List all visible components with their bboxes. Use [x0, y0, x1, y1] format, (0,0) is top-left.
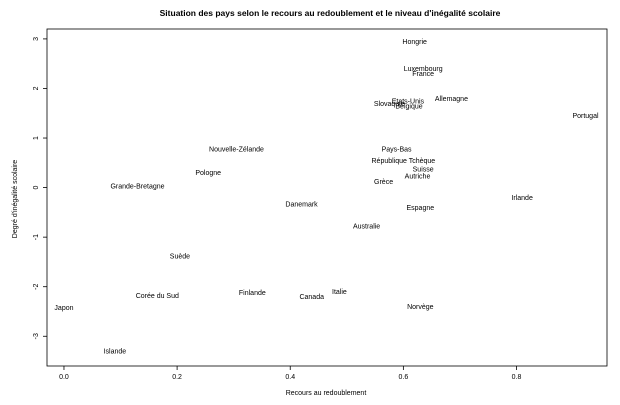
data-point-label: Danemark: [285, 201, 318, 208]
x-tick-label: 0.4: [285, 374, 295, 381]
data-point-label: Italie: [332, 289, 347, 296]
data-point-label: Japon: [54, 305, 73, 312]
data-point-label: Pologne: [195, 170, 221, 177]
data-point-label: Luxembourg: [404, 66, 443, 73]
y-tick-label: 2: [33, 86, 40, 90]
data-point-label: Irlande: [511, 195, 533, 202]
data-point-label: Grèce: [374, 179, 393, 186]
plot-frame: [46, 28, 608, 367]
chart-title: Situation des pays selon le recours au r…: [160, 8, 501, 18]
data-point-label: Australie: [353, 224, 380, 231]
data-point-label: Norvège: [407, 304, 434, 311]
data-point-label: Suède: [170, 253, 190, 260]
y-tick-label: -3: [33, 333, 40, 339]
x-tick-label: 0.6: [398, 374, 408, 381]
data-point-label: Allemagne: [435, 96, 468, 103]
data-point-label: Belgique: [395, 103, 422, 110]
data-point-label: Autriche: [405, 174, 431, 181]
data-point-label: Etats-Unis: [392, 98, 425, 105]
y-tick-label: 3: [33, 37, 40, 41]
data-point-label: France: [412, 71, 434, 78]
data-point-label: Grande-Bretagne: [110, 184, 164, 191]
y-axis-label: Degré d'inégalité scolaire: [12, 160, 19, 238]
x-tick-label: 0.8: [512, 374, 522, 381]
data-point-label: Espagne: [407, 205, 435, 212]
y-tick-label: 0: [33, 186, 40, 190]
data-point-label: Canada: [299, 294, 324, 301]
data-point-label: Finlande: [239, 290, 266, 297]
data-point-label: Slovaquie: [374, 101, 405, 108]
data-point-label: Hongrie: [402, 39, 427, 46]
data-point-label: Portugal: [572, 113, 599, 120]
data-point-label: Pays-Bas: [382, 146, 412, 153]
y-tick-label: -1: [33, 234, 40, 240]
data-point-label: Islande: [104, 349, 127, 356]
data-point-label: République Tchèque: [372, 158, 436, 165]
y-tick-label: -2: [33, 283, 40, 289]
data-point-label: Suisse: [413, 166, 434, 173]
data-point-label: Corée du Sud: [136, 293, 179, 300]
y-tick-label: 1: [33, 136, 40, 140]
x-axis: 0.0 0.2 0.4 0.6 0.8: [59, 366, 521, 381]
y-axis: -3 -2 -1 0 1 2 3: [33, 37, 47, 339]
x-tick-label: 0.0: [59, 374, 69, 381]
data-point-label: Nouvelle-Zélande: [209, 146, 264, 153]
x-axis-label: Recours au redoublement: [286, 390, 367, 397]
x-tick-label: 0.2: [172, 374, 182, 381]
